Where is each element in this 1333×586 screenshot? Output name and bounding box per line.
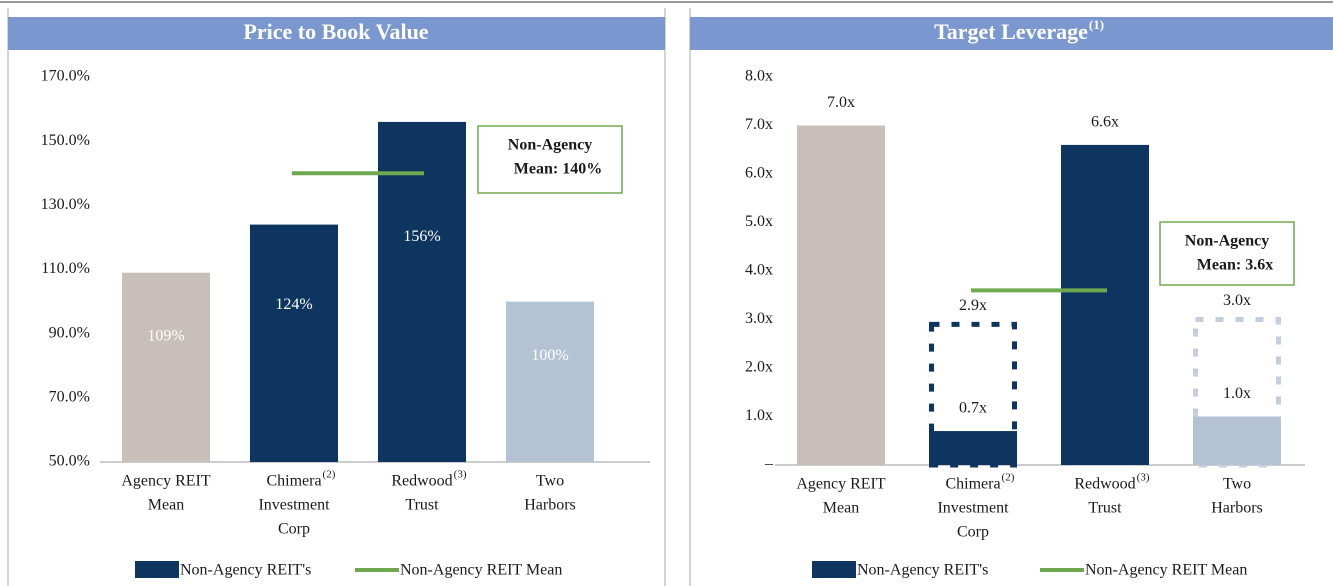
x-tick-label: Chimera (266, 473, 321, 490)
value-label: 100% (531, 347, 568, 364)
x-tick-label: Redwood (391, 473, 452, 490)
x-tick-label: Harbors (524, 497, 576, 514)
category-note: (3) (454, 469, 467, 481)
y-tick-label: 5.0x (745, 213, 773, 230)
y-tick-label: – (764, 456, 774, 473)
x-tick-label: Redwood (1074, 476, 1135, 493)
y-tick-label: 1.0x (745, 407, 773, 424)
legend-swatch (812, 561, 856, 578)
y-tick-label: 50.0% (49, 453, 90, 470)
x-tick-label: Two (1223, 476, 1251, 493)
x-tick-label: Trust (1088, 500, 1122, 517)
bar (797, 125, 885, 465)
value-label: 7.0x (827, 94, 855, 111)
x-tick-label: Chimera (945, 476, 1000, 493)
bar (1061, 144, 1149, 465)
chart-title: Target Leverage (934, 19, 1088, 44)
legend-label: Non-Agency REIT's (180, 562, 311, 579)
legend-label: Non-Agency REIT Mean (1085, 562, 1247, 579)
y-tick-label: 90.0% (49, 324, 90, 341)
bar (506, 301, 594, 462)
value-label: 156% (403, 228, 440, 245)
annotation: Mean: 140% (514, 161, 602, 178)
legend-label: Non-Agency REIT's (857, 562, 988, 579)
range-outline (1193, 317, 1281, 468)
value-label: 1.0x (1223, 385, 1251, 402)
x-tick-label: Two (536, 473, 564, 490)
y-tick-label: 6.0x (745, 165, 773, 182)
x-tick-label: Agency REIT (121, 473, 211, 490)
x-tick-label: Investment (258, 497, 330, 514)
x-tick-label: Mean (823, 500, 859, 517)
title-note: (1) (1089, 17, 1104, 32)
y-tick-label: 2.0x (745, 359, 773, 376)
bar (250, 224, 338, 462)
range-label: 3.0x (1223, 292, 1251, 309)
category-note: (2) (1002, 472, 1015, 484)
x-tick-label: Investment (937, 500, 1009, 517)
y-tick-label: 3.0x (745, 310, 773, 327)
value-label: 6.6x (1091, 114, 1119, 131)
annotation: Mean: 3.6x (1197, 257, 1273, 274)
legend-label: Non-Agency REIT Mean (400, 562, 562, 579)
x-tick-label: Trust (405, 497, 439, 514)
annotation-box (477, 125, 623, 194)
legend-swatch (135, 561, 179, 578)
bar (929, 431, 1017, 465)
x-tick-label: Agency REIT (796, 476, 886, 493)
range-label: 2.9x (959, 297, 987, 314)
y-tick-label: 7.0x (745, 116, 773, 133)
category-note: (3) (1137, 472, 1150, 484)
bar (378, 121, 466, 463)
x-tick-label: Corp (278, 521, 310, 538)
annotation: Non-Agency (1185, 233, 1269, 250)
value-label: 0.7x (959, 400, 987, 417)
annotation: Non-Agency (508, 137, 592, 154)
bar (122, 272, 210, 462)
value-label: 109% (147, 328, 184, 345)
chart-title: Price to Book Value (243, 19, 428, 44)
header-band (690, 17, 1333, 50)
x-tick-label: Harbors (1211, 500, 1263, 517)
x-tick-label: Mean (148, 497, 184, 514)
y-tick-label: 110.0% (41, 260, 90, 277)
y-tick-label: 130.0% (41, 196, 90, 213)
annotation-box (1159, 221, 1295, 286)
header-band (8, 17, 665, 50)
y-tick-label: 150.0% (41, 132, 90, 149)
y-tick-label: 8.0x (745, 68, 773, 85)
y-tick-label: 4.0x (745, 262, 773, 279)
category-note: (2) (323, 469, 336, 481)
y-tick-label: 170.0% (41, 68, 90, 85)
value-label: 124% (275, 296, 312, 313)
x-tick-label: Corp (957, 524, 989, 541)
bar (1193, 416, 1281, 465)
y-tick-label: 70.0% (49, 389, 90, 406)
